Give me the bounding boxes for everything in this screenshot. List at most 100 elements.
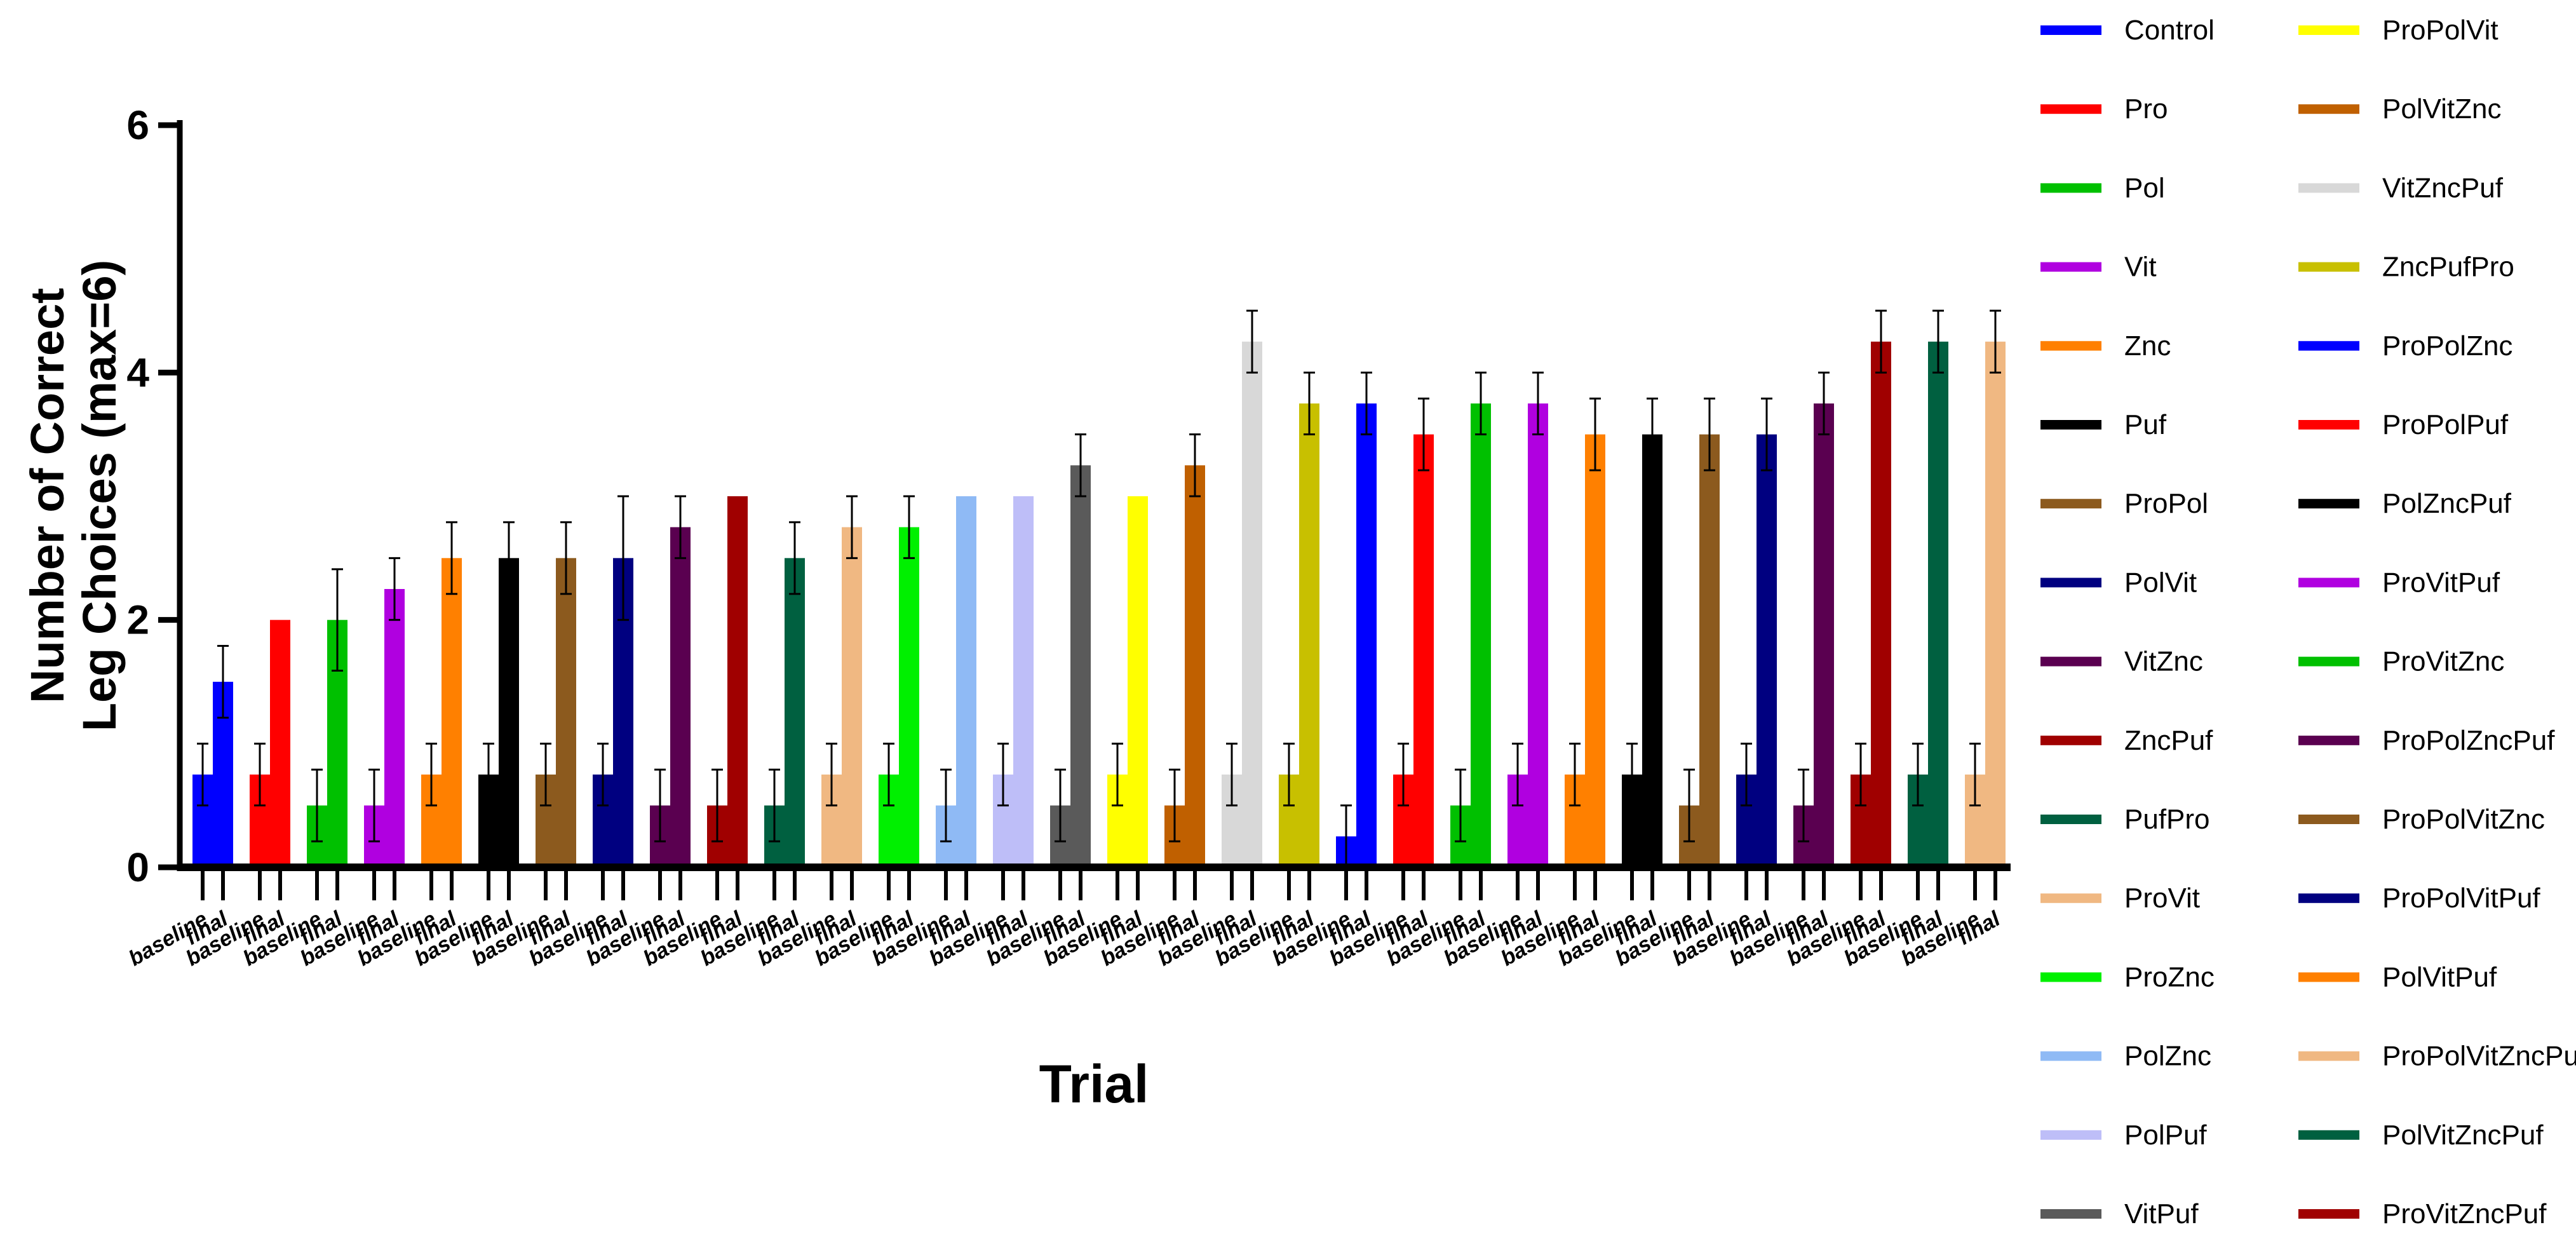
y-tick-label-0: 0 (126, 844, 149, 890)
bar-ProPolVitPuf-final (1757, 434, 1777, 867)
legend-swatch (2040, 341, 2101, 351)
legend-label: ProPol (2124, 488, 2208, 519)
legend-label: ZncPufPro (2382, 252, 2514, 283)
legend-item-ProPolVitPuf: ProPolVitPuf (2298, 883, 2540, 914)
error-bar-ProVitPuf-baseline (1512, 742, 1523, 807)
legend-swatch (2298, 893, 2359, 904)
error-bar-PolZnc-baseline (940, 768, 952, 843)
bar-Puf-final (499, 558, 519, 867)
legend-swatch (2298, 656, 2359, 667)
legend-item-VitZnc: VitZnc (2040, 646, 2203, 677)
legend-label: VitPuf (2124, 1198, 2199, 1229)
legend-item-ProVitZncPuf: ProVitZncPuf (2298, 1198, 2547, 1229)
error-bar-PolVitZnc-baseline (1169, 768, 1180, 843)
legend-label: Control (2124, 15, 2215, 46)
legend-label: ProVitPuf (2382, 567, 2500, 598)
error-bar-ProVitZncPuf-final (1990, 309, 2001, 374)
legend-label: Puf (2124, 409, 2167, 440)
legend-swatch (2040, 1130, 2101, 1140)
legend-swatch (2298, 420, 2359, 430)
error-bar-ZncPufPro-baseline (1283, 742, 1295, 807)
legend-label: PolZnc (2124, 1041, 2211, 1072)
bar-PolVitZncPuf-final (1928, 341, 1948, 867)
legend-item-ZncPufPro: ZncPufPro (2298, 252, 2514, 283)
legend-item-ProPolZncPuf: ProPolZncPuf (2298, 725, 2555, 756)
bar-ProZnc-final (899, 527, 919, 867)
bar-ProPolVitZncPuf-final (1871, 341, 1891, 867)
y-axis-title-line: Leg Choices (max=6) (73, 260, 126, 731)
legend-swatch (2040, 972, 2101, 982)
error-bar-PolVit-baseline (597, 742, 609, 807)
bar-Vit-final (384, 589, 405, 867)
y-axis-label: Number of CorrectLeg Choices (max=6) (21, 260, 126, 731)
legend-label: ProPolVitZncPuf (2382, 1041, 2576, 1072)
legend-label: ProVit (2124, 883, 2200, 914)
bar-ZncPufPro-final (1299, 403, 1319, 867)
legend-item-ProVitZnc: ProVitZnc (2298, 646, 2504, 677)
legend-swatch (2040, 578, 2101, 588)
legend-item-ProZnc: ProZnc (2040, 961, 2215, 992)
error-bar-Control-final (217, 645, 229, 719)
legend-item-Vit: Vit (2040, 252, 2157, 283)
error-bar-Control-baseline (197, 742, 208, 807)
error-bar-ProVitZnc-final (1589, 397, 1601, 471)
bar-PolZnc-final (956, 496, 976, 867)
error-bar-ProPolVitPuf-final (1761, 397, 1772, 471)
error-bar-ProPolVit-baseline (1112, 742, 1123, 807)
error-bar-ProZnc-final (903, 495, 915, 559)
legend: ControlProPolVitZncPufProPolPolVitVitZnc… (2040, 15, 2576, 1229)
error-bar-Pol-final (332, 568, 343, 672)
error-bar-ProVitZncPuf-baseline (1969, 742, 1981, 807)
y-tick-label-2: 2 (126, 597, 149, 643)
legend-label: ProPolVitPuf (2382, 883, 2540, 914)
legend-swatch (2040, 104, 2101, 114)
error-bar-PolVitPuf-baseline (1798, 768, 1809, 843)
legend-swatch (2298, 25, 2359, 35)
error-bar-Puf-baseline (483, 742, 494, 807)
legend-swatch (2040, 1209, 2101, 1219)
bar-ProPolVit-final (1128, 496, 1148, 867)
error-bar-Puf-final (503, 521, 515, 595)
error-bar-VitZnc-final (675, 495, 686, 559)
legend-item-ProPolVitZnc: ProPolVitZnc (2298, 804, 2545, 835)
y-axis-title-line: Number of Correct (21, 288, 74, 703)
bar-PufPro-final (785, 558, 805, 867)
error-bar-Vit-final (389, 557, 400, 621)
legend-swatch (2298, 1051, 2359, 1061)
legend-item-PolVitZncPuf: PolVitZncPuf (2298, 1120, 2544, 1151)
legend-item-PolVit: PolVit (2040, 567, 2197, 598)
error-bar-PolVitZnc-final (1189, 433, 1201, 498)
error-bar-ProPolVitZnc-baseline (1683, 768, 1695, 843)
error-bar-PolVitPuf-final (1818, 371, 1830, 436)
legend-label: ProVitZncPuf (2382, 1198, 2547, 1229)
error-bar-ProVitPuf-final (1532, 371, 1544, 436)
bar-ProVitZnc-final (1585, 434, 1605, 867)
legend-label: PolVitZncPuf (2382, 1120, 2544, 1151)
legend-label: ProPolVit (2382, 15, 2498, 46)
legend-swatch (2298, 262, 2359, 272)
bar-Pro-final (270, 620, 290, 867)
bar-ProPolPuf-final (1413, 434, 1434, 867)
error-bar-PolZncPuf-baseline (1455, 768, 1466, 843)
y-tick-label-4: 4 (126, 349, 149, 395)
legend-swatch (2040, 262, 2101, 272)
error-bar-ProPolPuf-baseline (1398, 742, 1409, 807)
bar-VitZnc-final (670, 527, 691, 867)
error-bar-ZncPuf-baseline (711, 768, 723, 843)
legend-label: Vit (2124, 252, 2157, 283)
legend-item-Znc: Znc (2040, 330, 2171, 362)
legend-item-VitZncPuf: VitZncPuf (2298, 172, 2504, 203)
bar-ProPolVitZnc-final (1699, 434, 1720, 867)
legend-label: PolPuf (2124, 1120, 2207, 1151)
legend-swatch (2040, 735, 2101, 745)
bar-ProVitPuf-final (1528, 403, 1548, 867)
error-bar-PolVitZncPuf-baseline (1912, 742, 1924, 807)
error-bar-Pol-baseline (311, 768, 323, 843)
x-axis-title: Trial (1039, 1054, 1149, 1114)
error-bar-ProPolVitZnc-final (1704, 397, 1715, 471)
legend-swatch (2040, 420, 2101, 430)
y-tick-label-6: 6 (126, 102, 149, 148)
plot-area: baselinefinalbaselinefinalbaselinefinalb… (125, 102, 2011, 971)
legend-swatch (2040, 656, 2101, 667)
error-bar-Znc-baseline (426, 742, 437, 807)
